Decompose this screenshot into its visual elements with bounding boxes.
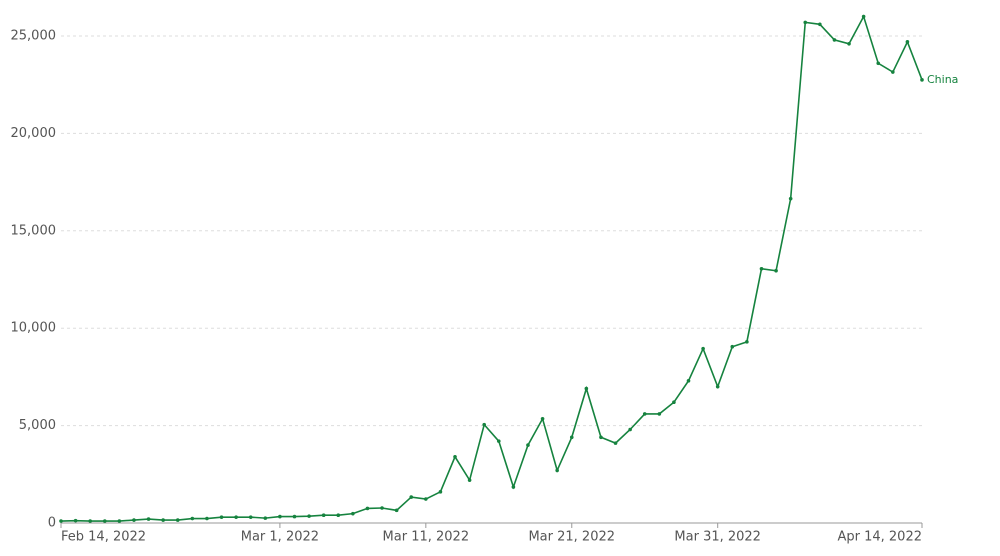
point — [205, 516, 209, 521]
point — [832, 38, 837, 42]
point — [73, 518, 78, 523]
point — [336, 513, 341, 518]
point — [453, 454, 457, 459]
point — [219, 515, 224, 519]
y-tick-label: 0 — [48, 516, 56, 531]
point — [511, 485, 516, 489]
x-tick-label: Feb 14, 2022 — [61, 530, 146, 545]
point — [569, 435, 574, 440]
point — [759, 266, 764, 271]
point — [876, 61, 881, 66]
point — [628, 427, 632, 432]
point — [496, 439, 501, 443]
point — [540, 416, 545, 421]
point — [526, 443, 530, 447]
point — [278, 514, 282, 519]
point — [803, 20, 808, 25]
point — [482, 422, 487, 427]
point — [190, 516, 195, 521]
point — [555, 468, 559, 473]
point — [774, 268, 778, 273]
point — [788, 196, 793, 201]
x-tick-label: Mar 21, 2022 — [528, 530, 615, 545]
point — [905, 40, 910, 44]
point — [380, 506, 384, 510]
point — [234, 515, 238, 519]
point — [642, 412, 647, 416]
point — [861, 14, 866, 19]
point — [847, 41, 851, 46]
point — [818, 22, 822, 27]
point — [686, 378, 691, 383]
point — [263, 516, 268, 520]
point — [351, 511, 355, 516]
series-label: China — [927, 73, 958, 86]
line — [60, 14, 923, 522]
point — [920, 78, 924, 82]
point — [584, 386, 589, 391]
point — [175, 518, 180, 522]
point — [117, 519, 122, 523]
y-tick-label: 25,000 — [11, 29, 57, 44]
point — [321, 513, 326, 518]
point — [438, 490, 443, 494]
point — [745, 340, 749, 344]
point — [467, 478, 472, 482]
point — [88, 519, 92, 523]
y-tick-label: 5,000 — [19, 418, 56, 433]
x-tick-label: Mar 1, 2022 — [241, 530, 319, 545]
point — [891, 70, 895, 74]
point — [599, 435, 603, 440]
point — [657, 412, 662, 416]
point — [365, 506, 370, 511]
point — [715, 384, 720, 389]
point — [307, 514, 311, 518]
point — [409, 495, 414, 499]
point — [59, 519, 63, 523]
point — [730, 344, 735, 349]
point — [102, 519, 107, 523]
point — [394, 508, 399, 513]
point — [132, 518, 136, 522]
y-tick-label: 15,000 — [11, 223, 57, 238]
point — [161, 518, 165, 522]
point — [248, 515, 253, 519]
point — [292, 514, 297, 519]
point — [613, 441, 618, 445]
point — [424, 497, 428, 501]
x-tick-label: Mar 31, 2022 — [674, 530, 761, 545]
y-tick-label: 20,000 — [11, 126, 57, 141]
x-tick-label: Apr 14, 2022 — [837, 530, 922, 545]
point — [146, 517, 151, 521]
point — [672, 400, 676, 405]
point — [701, 346, 705, 351]
y-tick-label: 10,000 — [11, 321, 57, 336]
x-tick-label: Mar 11, 2022 — [383, 530, 470, 545]
